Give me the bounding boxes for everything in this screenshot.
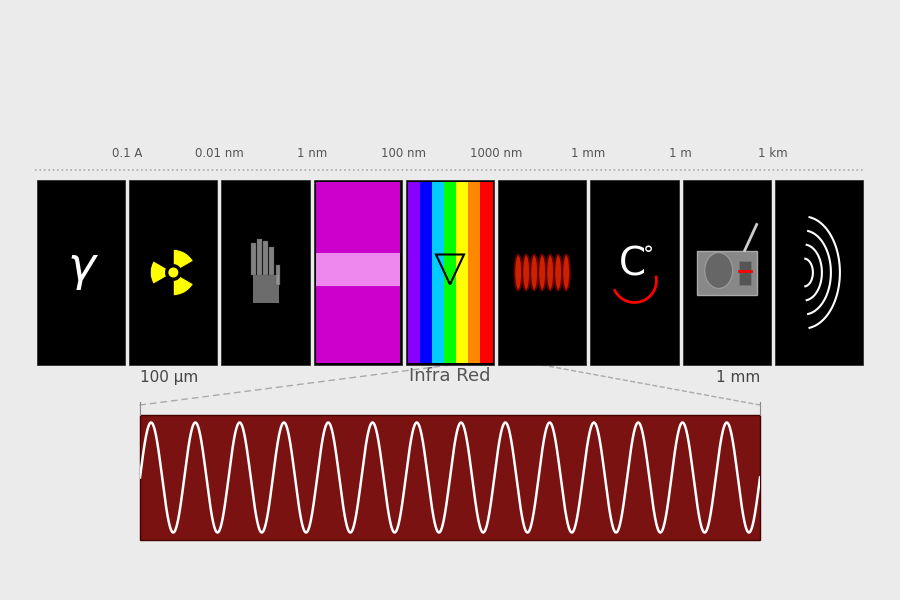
Bar bbox=[739, 260, 751, 284]
Text: 1 km: 1 km bbox=[758, 147, 788, 160]
Bar bbox=[682, 180, 770, 365]
Bar bbox=[697, 251, 757, 295]
Text: 100 μm: 100 μm bbox=[140, 370, 198, 385]
Bar bbox=[253, 275, 279, 302]
Bar bbox=[468, 182, 481, 363]
Ellipse shape bbox=[705, 253, 733, 289]
Bar bbox=[316, 182, 400, 363]
Ellipse shape bbox=[562, 254, 570, 290]
Bar bbox=[775, 180, 863, 365]
Bar bbox=[314, 180, 402, 365]
Bar bbox=[480, 182, 492, 363]
Bar bbox=[444, 182, 456, 363]
Ellipse shape bbox=[515, 254, 522, 290]
Bar bbox=[263, 241, 268, 275]
Bar bbox=[37, 180, 125, 365]
Bar bbox=[140, 415, 760, 540]
Text: γ: γ bbox=[68, 245, 95, 290]
Text: 1 m: 1 m bbox=[670, 147, 692, 160]
Ellipse shape bbox=[530, 254, 538, 290]
Text: 1000 nm: 1000 nm bbox=[470, 147, 522, 160]
Text: 100 nm: 100 nm bbox=[382, 147, 427, 160]
Bar bbox=[498, 180, 586, 365]
Text: Infra Red: Infra Red bbox=[410, 367, 490, 385]
Text: 1 mm: 1 mm bbox=[716, 370, 760, 385]
Bar bbox=[590, 180, 679, 365]
Text: °: ° bbox=[643, 245, 654, 265]
Bar bbox=[316, 253, 400, 286]
Bar bbox=[130, 180, 218, 365]
Ellipse shape bbox=[538, 254, 546, 290]
Text: C: C bbox=[619, 245, 646, 283]
Circle shape bbox=[168, 268, 178, 277]
Bar bbox=[420, 182, 433, 363]
Wedge shape bbox=[150, 261, 166, 284]
Bar bbox=[257, 238, 262, 275]
Ellipse shape bbox=[522, 254, 530, 290]
Wedge shape bbox=[174, 277, 194, 295]
Bar bbox=[269, 247, 274, 275]
Text: 0.1 A: 0.1 A bbox=[112, 147, 142, 160]
Ellipse shape bbox=[554, 254, 562, 290]
Circle shape bbox=[166, 265, 180, 280]
Bar bbox=[275, 265, 280, 284]
Bar bbox=[432, 182, 445, 363]
Text: 1 nm: 1 nm bbox=[296, 147, 327, 160]
Text: 0.01 nm: 0.01 nm bbox=[195, 147, 244, 160]
Bar bbox=[221, 180, 310, 365]
Bar bbox=[408, 182, 420, 363]
Bar bbox=[406, 180, 494, 365]
Bar bbox=[456, 182, 469, 363]
Bar bbox=[251, 242, 256, 275]
Ellipse shape bbox=[546, 254, 554, 290]
Wedge shape bbox=[174, 250, 194, 269]
Text: 1 mm: 1 mm bbox=[572, 147, 606, 160]
